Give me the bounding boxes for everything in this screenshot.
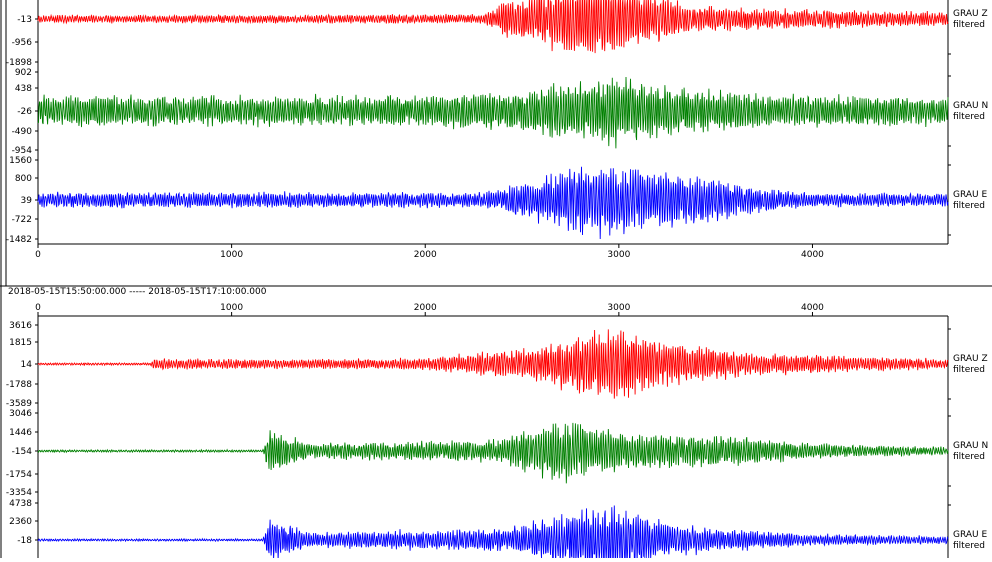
- waveform-line: [37, 329, 949, 399]
- y-tick-label: 800: [15, 174, 32, 184]
- x-tick-label: 0: [35, 303, 41, 313]
- waveform-line: [37, 0, 949, 54]
- time-range-header: 2018-05-15T15:50:00.000 ----- 2018-05-15…: [8, 287, 267, 297]
- filter-label: filtered: [953, 541, 985, 551]
- station-label: GRAU Z: [953, 354, 988, 364]
- y-tick-label: 2360: [9, 517, 32, 527]
- y-tick-label: 1815: [9, 338, 32, 348]
- station-label: GRAU E: [953, 530, 987, 540]
- y-tick-label: -490: [12, 127, 33, 137]
- x-tick-label: 4000: [801, 250, 824, 260]
- y-tick-label: -1788: [6, 380, 32, 390]
- y-tick-label: 4738: [9, 499, 32, 509]
- station-label: GRAU Z: [953, 9, 988, 19]
- y-tick-label: -3589: [6, 399, 32, 409]
- y-tick-label: -1754: [6, 470, 32, 480]
- y-tick-label: -956: [12, 38, 33, 48]
- waveform-line: [37, 422, 949, 484]
- y-tick-label: -1482: [6, 235, 32, 245]
- waveform-line: [37, 76, 949, 149]
- x-tick-label: 1000: [220, 303, 243, 313]
- y-tick-label: -3354: [6, 488, 32, 498]
- y-tick-label: 1560: [9, 156, 32, 166]
- y-tick-label: 438: [15, 84, 32, 94]
- y-tick-label: 39: [21, 196, 33, 206]
- filter-label: filtered: [953, 20, 985, 30]
- x-tick-label: 2000: [414, 250, 437, 260]
- station-label: GRAU E: [953, 190, 987, 200]
- y-tick-label: 902: [15, 68, 32, 78]
- filter-label: filtered: [953, 112, 985, 122]
- y-tick-label: 1446: [9, 428, 32, 438]
- y-tick-label: 956: [15, 0, 32, 3]
- x-tick-label: 2000: [414, 303, 437, 313]
- x-tick-label: 4000: [801, 303, 824, 313]
- y-tick-label: 3616: [9, 321, 32, 331]
- y-tick-label: -18: [17, 536, 32, 546]
- x-tick-label: 3000: [607, 250, 630, 260]
- filter-label: filtered: [953, 452, 985, 462]
- y-tick-label: -954: [12, 146, 33, 156]
- panel-bottom: 0 1000 2000 3000 4000 3616 1815 14 -1788 -3589 GRA…: [6, 303, 988, 562]
- y-tick-label: -13: [17, 15, 32, 25]
- filter-label: filtered: [953, 365, 985, 375]
- y-tick-label: 3046: [9, 409, 32, 419]
- y-tick-label: -1898: [6, 58, 32, 68]
- station-label: GRAU N: [953, 441, 988, 451]
- y-tick-label: -26: [17, 107, 32, 117]
- waveform-line: [37, 166, 949, 240]
- station-label: GRAU N: [953, 101, 988, 111]
- y-tick-label: -722: [12, 215, 32, 225]
- x-tick-label: 3000: [607, 303, 630, 313]
- x-tick-label: 1000: [220, 250, 243, 260]
- y-tick-label: -154: [12, 447, 33, 457]
- y-tick-label: 14: [21, 360, 33, 370]
- filter-label: filtered: [953, 201, 985, 211]
- x-tick-label: 0: [35, 250, 41, 260]
- waveform-line: [37, 505, 949, 562]
